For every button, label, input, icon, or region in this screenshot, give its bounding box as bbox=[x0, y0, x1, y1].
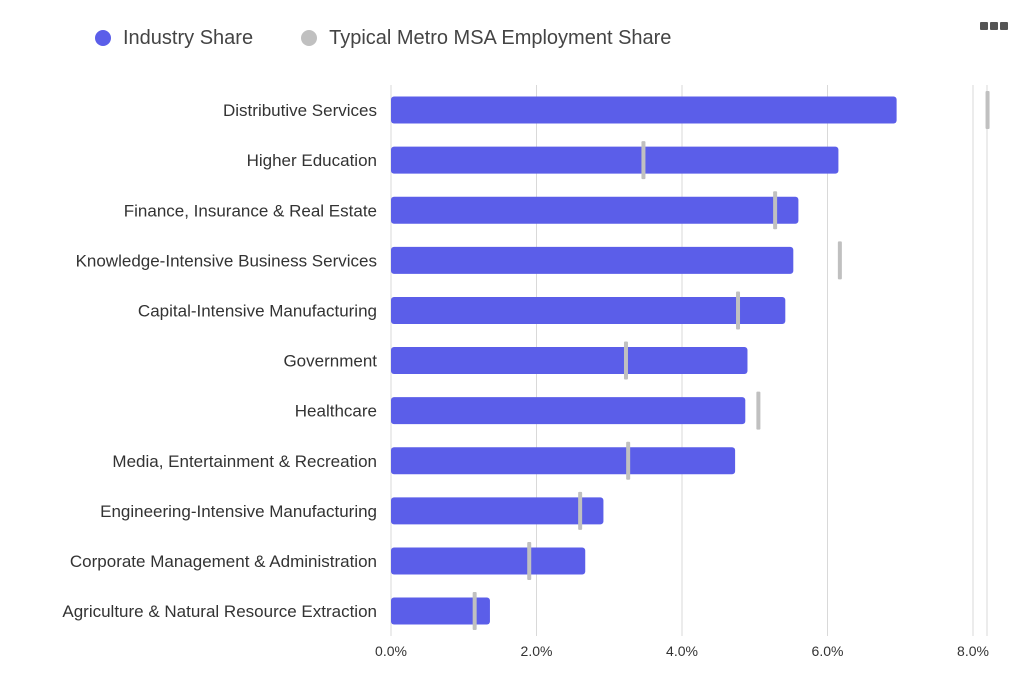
industry-share-bar[interactable] bbox=[391, 347, 748, 375]
category-label: Distributive Services bbox=[223, 101, 377, 120]
chart-legend: Industry Share Typical Metro MSA Employm… bbox=[95, 24, 671, 52]
industry-share-bar[interactable] bbox=[391, 296, 786, 324]
industry-share-bar[interactable] bbox=[391, 96, 897, 124]
metro-share-marker[interactable] bbox=[626, 441, 631, 480]
industry-share-bar[interactable] bbox=[391, 547, 586, 575]
metro-share-marker[interactable] bbox=[985, 91, 990, 130]
industry-share-bars bbox=[391, 96, 897, 625]
metro-share-marker[interactable] bbox=[773, 191, 778, 230]
legend-item-metro-share[interactable]: Typical Metro MSA Employment Share bbox=[301, 27, 671, 50]
category-label: Government bbox=[283, 352, 377, 371]
x-tick-label: 4.0% bbox=[666, 643, 698, 659]
menu-dot bbox=[980, 22, 988, 30]
ellipsis-menu-icon[interactable] bbox=[976, 18, 1012, 34]
legend-swatch-metro-share bbox=[301, 30, 318, 46]
industry-share-bar[interactable] bbox=[391, 447, 736, 475]
category-label: Healthcare bbox=[295, 402, 377, 421]
category-label: Capital-Intensive Manufacturing bbox=[138, 301, 377, 320]
category-label: Higher Education bbox=[247, 151, 377, 170]
industry-share-bar[interactable] bbox=[391, 597, 490, 625]
industry-share-bar[interactable] bbox=[391, 397, 746, 425]
legend-swatch-industry-share bbox=[95, 30, 111, 46]
metro-share-marker[interactable] bbox=[472, 592, 477, 631]
metro-share-marker[interactable] bbox=[578, 491, 583, 530]
industry-share-bar[interactable] bbox=[391, 146, 839, 174]
metro-share-marker[interactable] bbox=[527, 541, 532, 580]
x-tick-label: 6.0% bbox=[812, 643, 844, 659]
metro-share-marker[interactable] bbox=[641, 141, 646, 180]
metro-share-marker[interactable] bbox=[623, 341, 628, 380]
category-label: Agriculture & Natural Resource Extractio… bbox=[62, 602, 377, 621]
category-labels: Distributive Services Higher Education Fin… bbox=[62, 101, 377, 621]
x-tick-label: 0.0% bbox=[375, 643, 407, 659]
industry-share-bar[interactable] bbox=[391, 196, 799, 224]
menu-dot bbox=[990, 22, 998, 30]
legend-label-metro-share: Typical Metro MSA Employment Share bbox=[329, 26, 672, 49]
category-label: Knowledge-Intensive Business Services bbox=[76, 251, 377, 270]
category-label: Engineering-Intensive Manufacturing bbox=[100, 502, 377, 521]
industry-share-bar[interactable] bbox=[391, 497, 604, 525]
metro-share-markers bbox=[472, 91, 990, 631]
x-tick-label: 2.0% bbox=[521, 643, 553, 659]
category-label: Media, Entertainment & Recreation bbox=[112, 452, 377, 471]
legend-label-industry-share: Industry Share bbox=[123, 26, 254, 49]
x-tick-label: 8.0% bbox=[957, 643, 989, 659]
metro-share-marker[interactable] bbox=[756, 391, 761, 430]
metro-share-marker[interactable] bbox=[837, 241, 842, 280]
category-label: Corporate Management & Administration bbox=[70, 552, 377, 571]
menu-dot bbox=[1000, 22, 1008, 30]
industry-share-bar[interactable] bbox=[391, 246, 794, 274]
metro-share-marker[interactable] bbox=[736, 291, 741, 330]
x-axis-ticks: 0.0% 2.0% 4.0% 6.0% 8.0% bbox=[375, 643, 989, 659]
category-label: Finance, Insurance & Real Estate bbox=[124, 201, 377, 220]
legend-item-industry-share[interactable]: Industry Share bbox=[95, 27, 253, 50]
